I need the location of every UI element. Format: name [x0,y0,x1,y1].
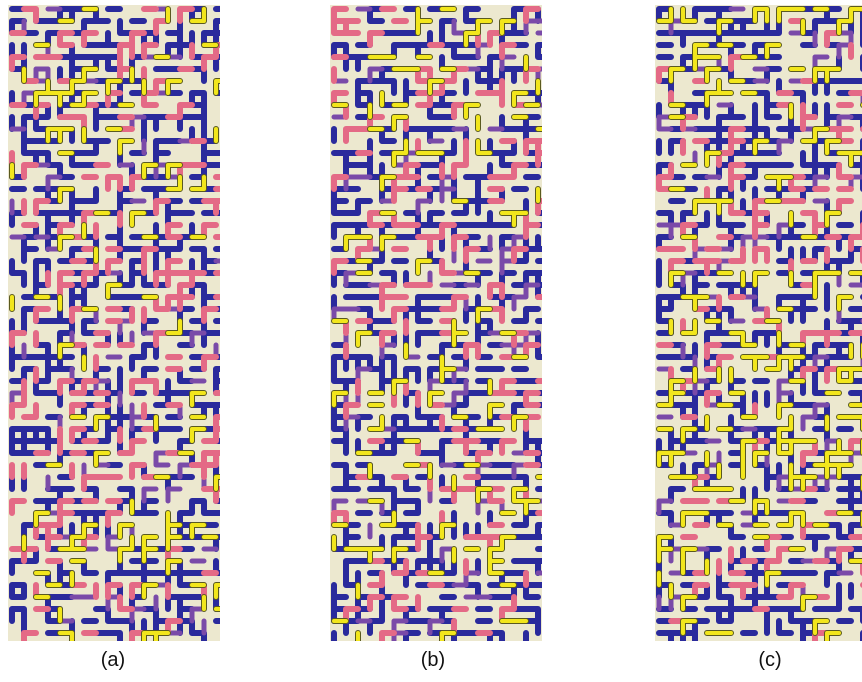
panel [655,5,862,657]
panel-label: (b) [421,649,445,671]
panel [8,5,240,657]
panel-label: (a) [101,649,125,671]
figure: (a) (b) (c) [0,0,862,682]
panel [330,5,562,657]
panel-label: (c) [758,649,781,671]
